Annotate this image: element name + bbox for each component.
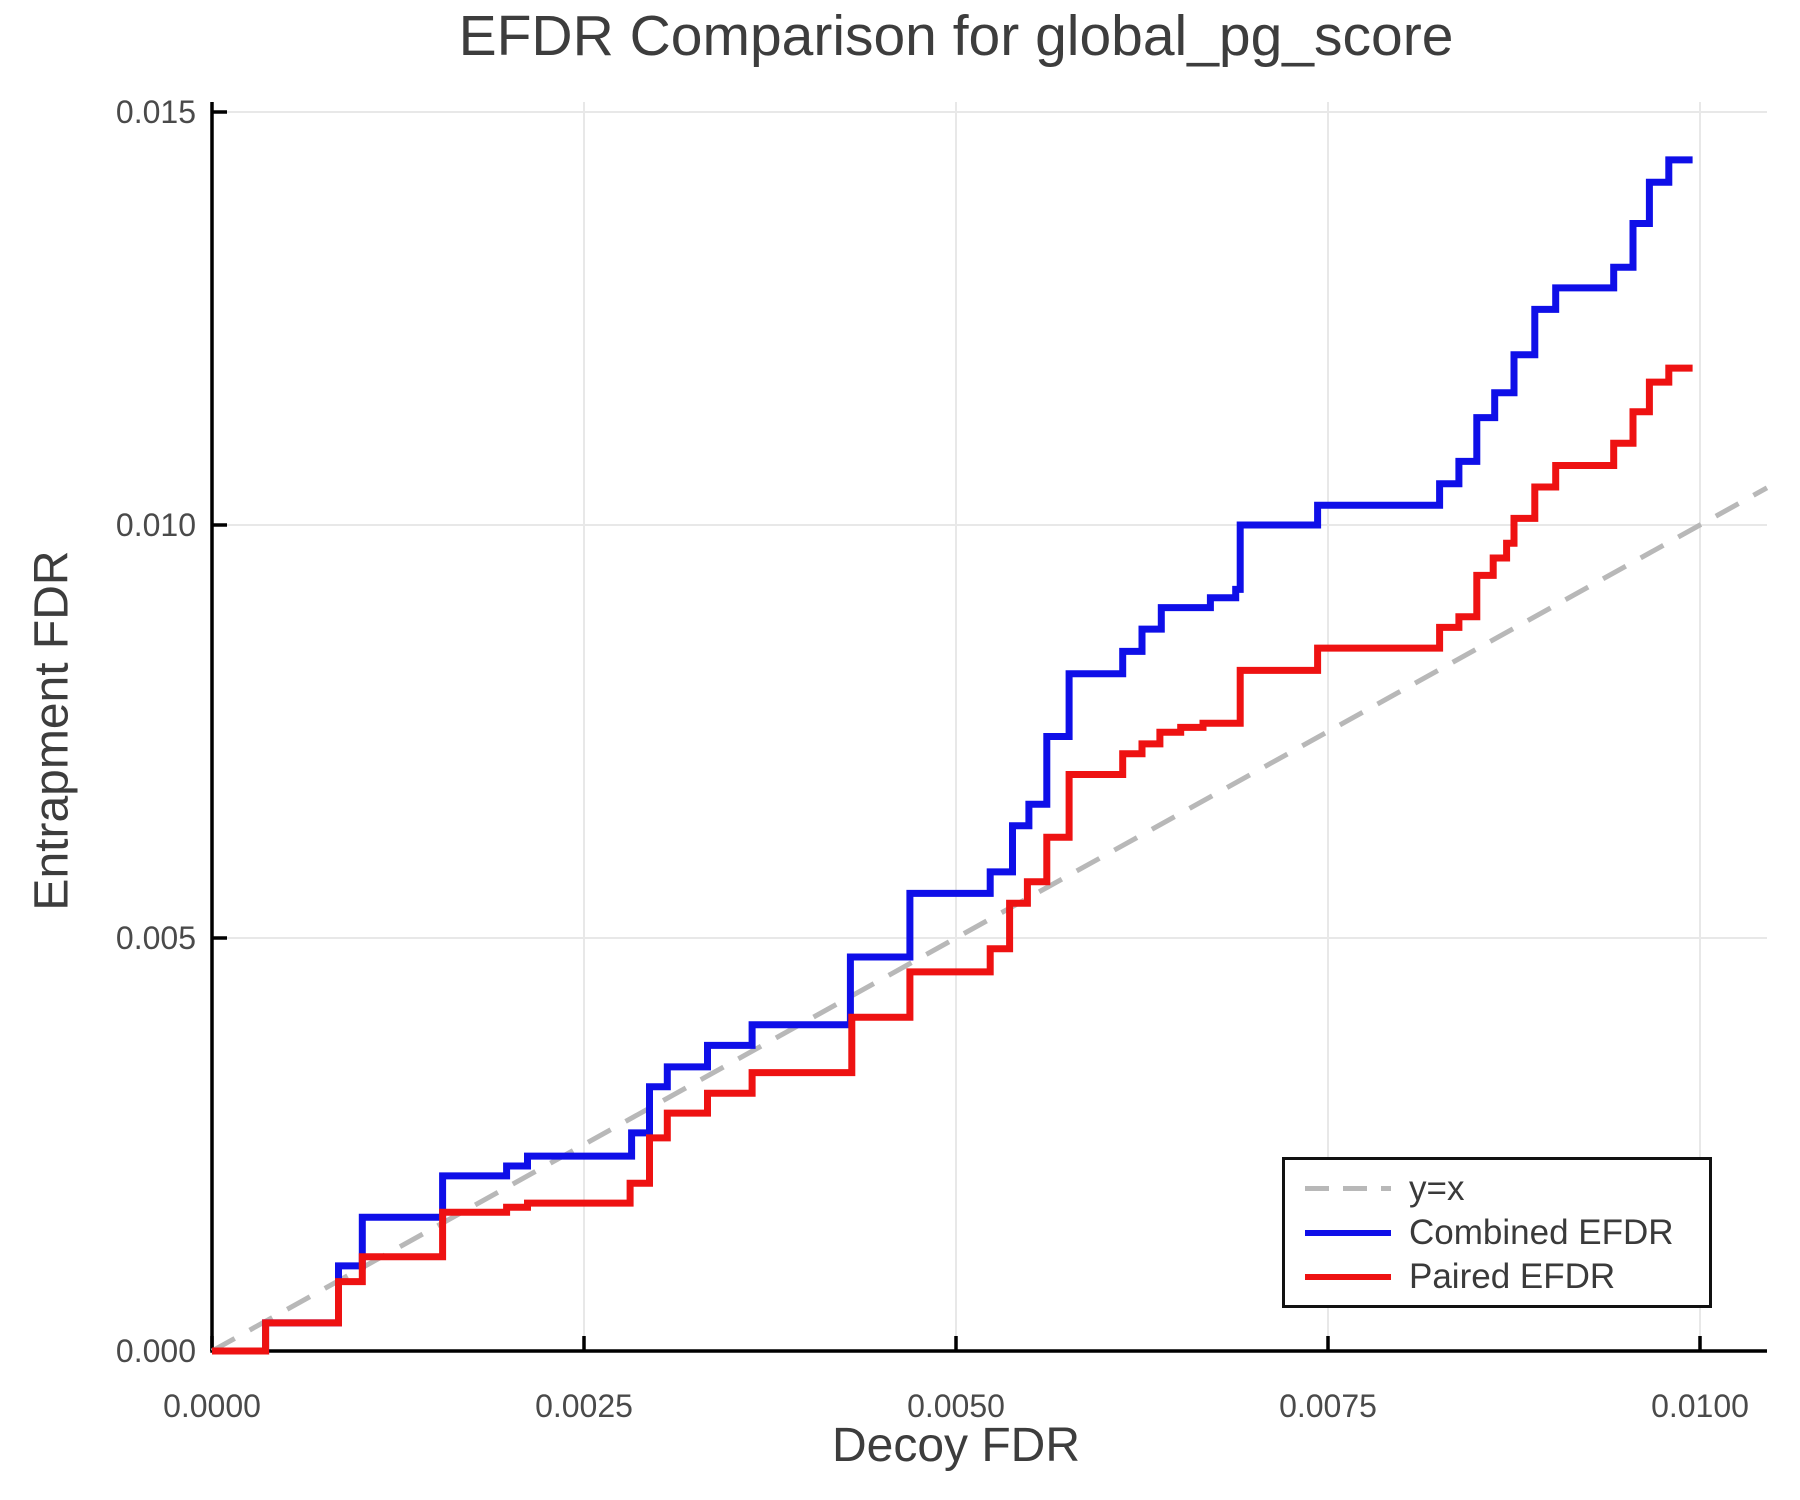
legend-label: y=x — [1409, 1168, 1465, 1208]
x-tick-label: 0.0000 — [163, 1388, 261, 1424]
x-tick-label: 0.0050 — [907, 1388, 1005, 1424]
x-tick-label: 0.0100 — [1651, 1388, 1749, 1424]
y-tick-label: 0.000 — [116, 1333, 196, 1369]
paired-line-swatch — [1305, 1273, 1391, 1280]
legend-label: Paired EFDR — [1409, 1256, 1616, 1296]
legend-item-combined: Combined EFDR — [1305, 1213, 1709, 1253]
identity-line — [210, 485, 1769, 1354]
legend-item-paired: Paired EFDR — [1305, 1257, 1709, 1297]
identity-line-swatch — [1305, 1186, 1391, 1191]
legend-box: y=x Combined EFDR Paired EFDR — [1282, 1157, 1712, 1308]
chart-title: EFDR Comparison for global_pg_score — [458, 4, 1454, 68]
legend-label: Combined EFDR — [1409, 1212, 1674, 1252]
combined-line-swatch — [1305, 1229, 1391, 1236]
y-tick-label: 0.010 — [116, 507, 196, 543]
y-tick-label: 0.005 — [116, 920, 196, 956]
combined-efdr-line — [212, 156, 1693, 1355]
x-tick-label: 0.0025 — [535, 1388, 633, 1424]
legend-item-identity: y=x — [1305, 1169, 1709, 1209]
y-axis-label: Entrapment FDR — [25, 550, 79, 911]
y-tick-label: 0.015 — [116, 94, 196, 130]
paired-efdr-line — [212, 364, 1693, 1355]
x-axis-label: Decoy FDR — [831, 1419, 1081, 1472]
x-tick-label: 0.0075 — [1279, 1388, 1377, 1424]
